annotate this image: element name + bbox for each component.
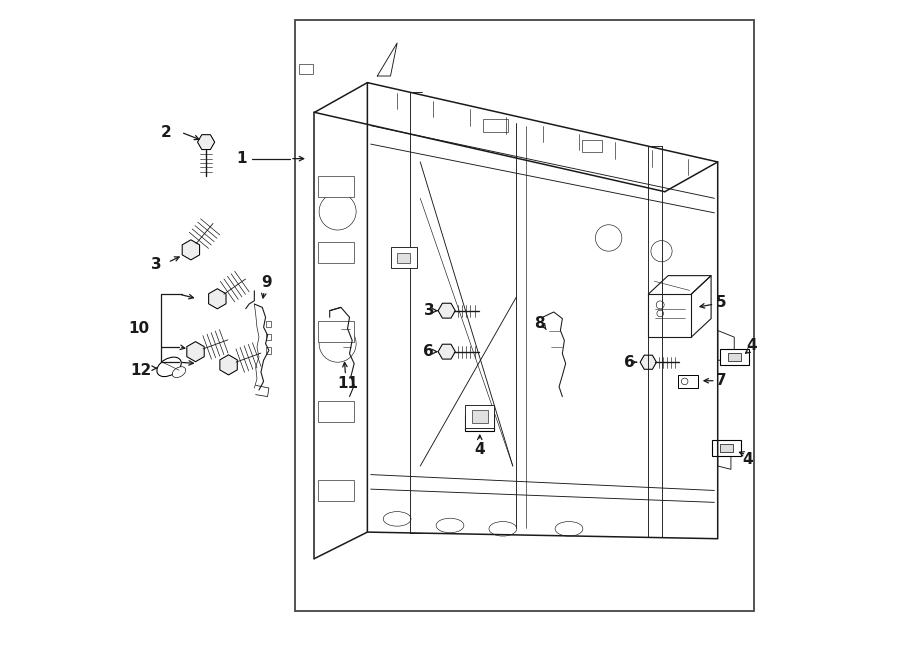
Text: 12: 12 — [130, 363, 151, 377]
Ellipse shape — [489, 522, 517, 536]
Text: 9: 9 — [261, 276, 272, 290]
Bar — [266, 347, 271, 354]
Text: 8: 8 — [534, 317, 544, 331]
Bar — [318, 480, 355, 501]
Bar — [318, 401, 355, 422]
Bar — [266, 334, 271, 340]
Bar — [318, 176, 355, 197]
Text: 2: 2 — [160, 125, 171, 139]
Text: 7: 7 — [716, 373, 726, 388]
Polygon shape — [197, 135, 215, 149]
Text: 11: 11 — [337, 376, 358, 391]
Bar — [318, 242, 355, 263]
Text: 3: 3 — [424, 303, 434, 318]
Bar — [720, 349, 749, 365]
Text: 4: 4 — [742, 452, 752, 467]
Bar — [472, 410, 488, 423]
Text: 5: 5 — [716, 295, 726, 310]
Bar — [318, 321, 355, 342]
Polygon shape — [187, 342, 204, 362]
Polygon shape — [209, 289, 226, 309]
Polygon shape — [220, 355, 238, 375]
Bar — [465, 405, 494, 428]
Polygon shape — [717, 330, 734, 360]
Bar — [473, 419, 486, 427]
Bar — [391, 247, 417, 268]
Ellipse shape — [555, 522, 583, 536]
Text: 4: 4 — [474, 442, 485, 457]
Ellipse shape — [383, 512, 411, 526]
Polygon shape — [182, 240, 200, 260]
Bar — [397, 253, 410, 263]
Text: 10: 10 — [129, 321, 150, 336]
Text: 1: 1 — [237, 151, 247, 166]
Text: 4: 4 — [747, 338, 758, 353]
Polygon shape — [438, 344, 455, 359]
Bar — [465, 415, 494, 431]
Bar — [266, 321, 271, 327]
Bar — [582, 140, 602, 152]
Bar — [483, 119, 508, 132]
Ellipse shape — [172, 367, 185, 377]
Text: 3: 3 — [150, 257, 161, 272]
Bar — [712, 440, 741, 456]
Bar — [727, 353, 741, 361]
Bar — [720, 444, 733, 452]
Bar — [300, 64, 312, 74]
Ellipse shape — [436, 518, 464, 533]
Ellipse shape — [157, 357, 181, 377]
Bar — [678, 375, 698, 388]
Text: 6: 6 — [625, 355, 635, 369]
Polygon shape — [640, 355, 656, 369]
Polygon shape — [438, 303, 455, 318]
Bar — [294, 20, 754, 611]
Polygon shape — [717, 443, 731, 469]
Text: 6: 6 — [423, 344, 434, 359]
